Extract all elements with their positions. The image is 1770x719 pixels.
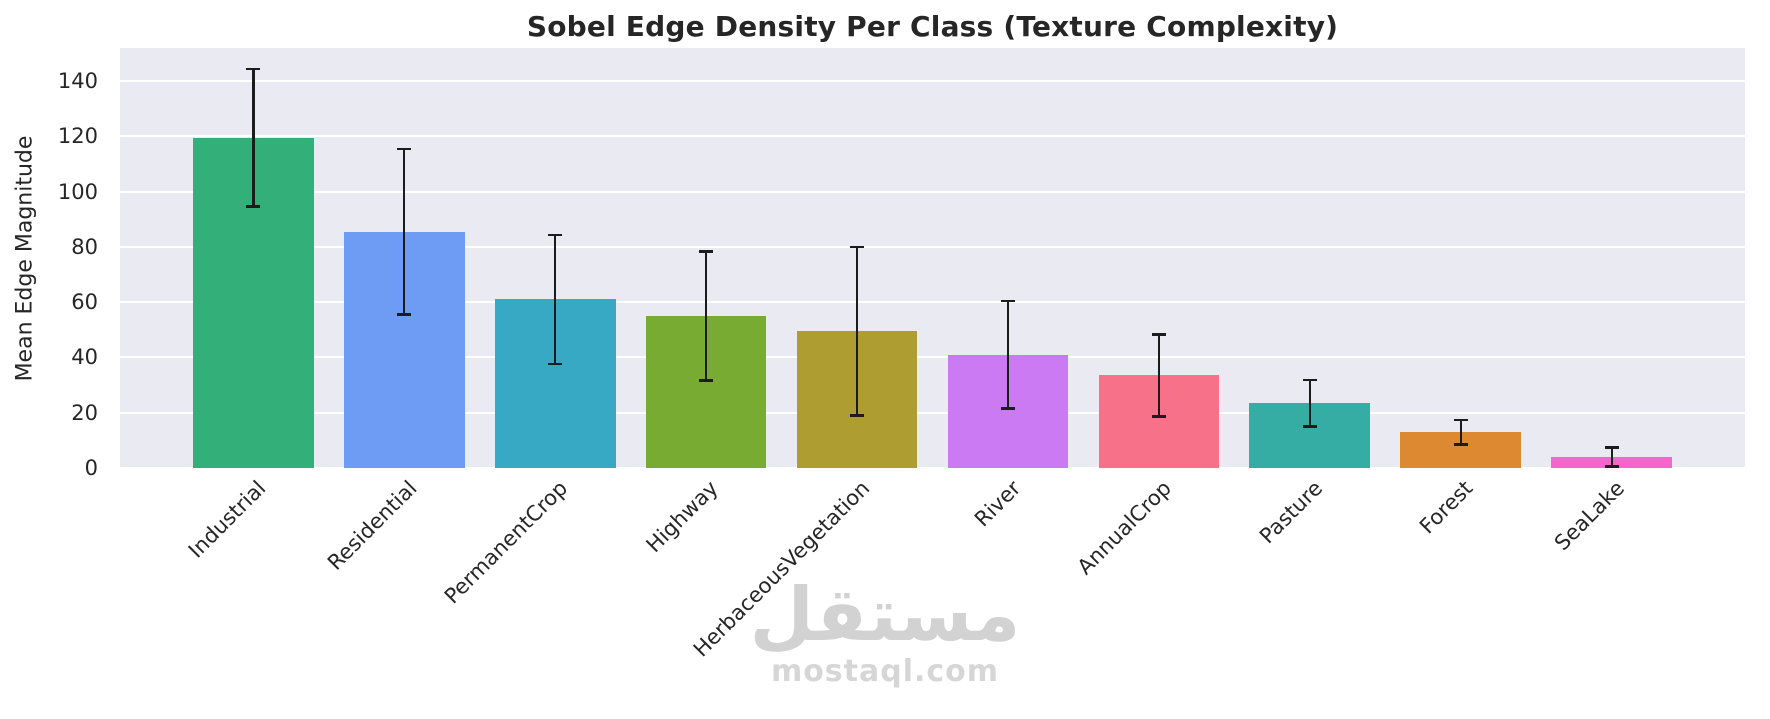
error-bar-line <box>1006 300 1010 409</box>
error-bar-line <box>553 234 557 365</box>
x-tick-label: HerbaceousVegetation <box>688 476 874 662</box>
error-bar-line <box>855 246 859 416</box>
gridline <box>120 80 1745 83</box>
x-tick-label: SeaLake <box>1549 476 1629 556</box>
x-tick-label: Highway <box>641 476 724 558</box>
chart-title: Sobel Edge Density Per Class (Texture Co… <box>526 10 1339 43</box>
error-bar-line <box>402 148 406 315</box>
error-bar-cap <box>1000 299 1015 303</box>
watermark-site-text: mostaql.com <box>770 654 1000 689</box>
error-bar-cap <box>850 414 865 417</box>
plot-area <box>120 48 1745 469</box>
error-bar-cap <box>1302 378 1317 382</box>
gridline <box>120 411 1745 414</box>
x-tick-label: PermanentCrop <box>439 476 573 609</box>
x-tick-label: Residential <box>322 476 422 575</box>
y-tick-label: 80 <box>71 234 98 259</box>
gridline <box>120 190 1745 193</box>
error-bar-cap <box>1453 418 1468 422</box>
gridline <box>120 301 1745 304</box>
x-tick-label: River <box>969 476 1025 532</box>
x-tick-label: AnnualCrop <box>1072 476 1176 580</box>
error-bar-cap <box>699 379 714 382</box>
watermark: مستقل mostaql.com <box>0 578 1770 689</box>
y-tick-label: 40 <box>71 345 98 370</box>
error-bar-cap <box>1604 446 1619 449</box>
error-bar-cap <box>548 233 563 237</box>
y-axis-ticks: 0 20 40 60 80 100 120 140 <box>0 48 112 480</box>
error-bar-cap <box>1151 415 1166 418</box>
error-bar-cap <box>246 67 261 71</box>
error-bar-line <box>1610 447 1613 467</box>
gridline <box>120 245 1745 248</box>
error-bar-cap <box>850 245 865 249</box>
y-tick-label: 120 <box>57 124 98 149</box>
y-tick-label: 20 <box>71 400 98 425</box>
error-bar-cap <box>1151 333 1166 336</box>
gridline <box>120 467 1745 469</box>
error-bar-cap <box>246 205 261 208</box>
y-tick-label: 140 <box>57 69 98 94</box>
error-bar-cap <box>1302 425 1317 428</box>
gridline <box>120 356 1745 359</box>
error-bar-line <box>1157 334 1161 417</box>
x-tick-label: Forest <box>1415 476 1478 539</box>
error-bar-cap <box>397 313 412 316</box>
error-bar-cap <box>548 362 563 366</box>
error-bar-line <box>704 251 708 381</box>
error-bar-cap <box>699 250 714 253</box>
error-bar-cap <box>1453 443 1468 446</box>
x-tick-label: Industrial <box>183 476 271 563</box>
error-bar-cap <box>1604 465 1619 468</box>
error-bar-cap <box>397 147 412 151</box>
y-tick-label: 0 <box>84 456 98 480</box>
y-tick-label: 100 <box>57 179 98 204</box>
error-bar-cap <box>1000 407 1015 410</box>
y-tick-label: 60 <box>71 290 98 315</box>
gridline <box>120 135 1745 138</box>
error-bar-line <box>1459 419 1463 445</box>
watermark-arabic-text: مستقل <box>749 572 1021 658</box>
error-bar-line <box>1308 379 1312 427</box>
error-bar-line <box>252 68 255 207</box>
x-tick-label: Pasture <box>1254 476 1327 549</box>
